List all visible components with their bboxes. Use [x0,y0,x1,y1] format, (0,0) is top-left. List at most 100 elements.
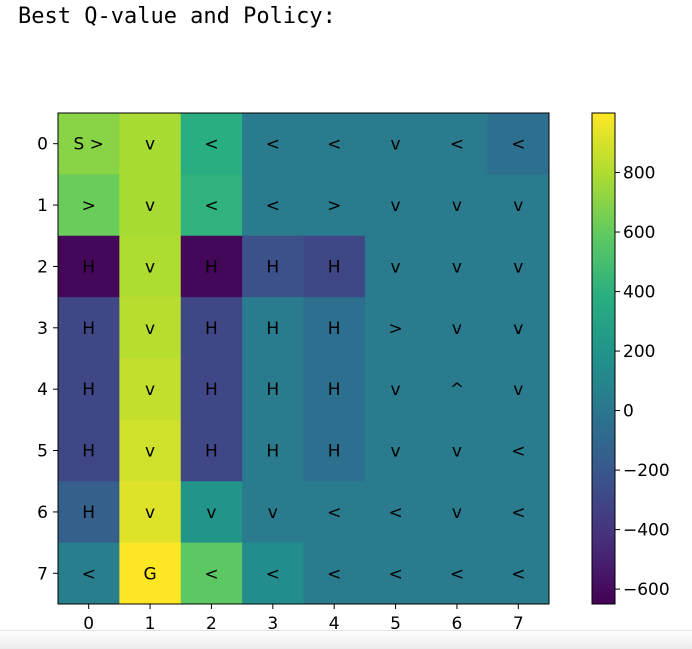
cell-annotation: H [82,503,95,523]
heatmap-cell [180,419,243,482]
colorbar-tick-label: −200 [623,461,670,481]
cell-annotation: < [511,564,525,584]
heatmap-cell [364,113,427,175]
cell-annotation: v [206,503,216,523]
cell-annotation: v [145,135,155,155]
heatmap-cell [242,113,304,175]
cell-annotation: H [82,442,95,462]
heatmap-cell [487,419,550,482]
heatmap-cell [58,419,120,482]
x-tick-label: 3 [267,614,278,634]
heatmap-cell [364,419,427,482]
cell-annotation: < [327,564,341,584]
y-tick-label: 3 [37,319,48,339]
cell-annotation: v [513,196,523,216]
cell-annotation: H [266,380,279,400]
heatmap-cell [58,358,120,421]
heatmap-cell [242,481,304,544]
cell-annotation: v [452,442,462,462]
heatmap-cell [58,174,120,237]
y-tick-label: 5 [37,442,48,462]
heatmap-cell [364,358,427,421]
cell-annotation: v [145,380,155,400]
window-bottom-edge [0,630,692,649]
colorbar-tick-label: −600 [623,580,670,600]
heatmap-cell [426,235,489,298]
heatmap-cell [58,297,120,359]
heatmap-cell [426,297,489,359]
heatmap-cell [364,481,427,544]
colorbar-tick-label: 400 [623,283,655,303]
heatmap-cell [487,297,550,359]
heatmap-cell [180,174,243,237]
cell-annotation: H [205,257,218,277]
heatmap-cell [303,481,366,544]
cell-annotation: v [145,319,155,339]
heatmap-cell [242,358,304,421]
heatmap-cell [426,542,489,605]
heatmap-cell [242,297,304,359]
cell-annotation: < [388,564,402,584]
cell-annotation: H [328,442,341,462]
cell-annotation: v [391,442,401,462]
cell-annotation: < [327,135,341,155]
heatmap-cell [180,297,243,359]
cell-annotation: < [511,442,525,462]
cell-annotation: < [266,196,280,216]
colorbar-tick-label: 200 [623,342,655,362]
cell-annotation: v [391,380,401,400]
colorbar-tick-label: 600 [623,223,655,243]
heatmap-cell [303,297,366,359]
plot-frame [57,112,550,605]
heatmap-cells [58,113,550,605]
y-tick-label: 2 [37,257,48,277]
heatmap-cell [180,358,243,421]
cell-annotation: < [266,564,280,584]
heatmap-cell [303,174,366,237]
cell-annotation: H [82,319,95,339]
x-tick-label: 2 [206,614,217,634]
cell-annotation: < [204,564,218,584]
colorbar [591,112,616,605]
y-tick-label: 7 [37,564,48,584]
heatmap-axes: 0 1 2 3 4 5 6 7 0 1 2 3 4 5 6 7 [37,135,524,634]
cell-annotation: v [452,196,462,216]
cell-annotation: v [452,503,462,523]
cell-annotation: H [205,442,218,462]
heatmap-cell [426,174,489,237]
heatmap-cell [364,235,427,298]
heatmap-cell [242,419,304,482]
cell-annotation: v [145,257,155,277]
cell-annotation: < [450,135,464,155]
heatmap-cell [58,113,120,175]
heatmap-cell [180,235,243,298]
cell-annotation: v [391,196,401,216]
cell-annotation: v [513,380,523,400]
colorbar-tick-label: 0 [623,402,634,422]
heatmap-cell [426,358,489,421]
heatmap-cell [58,542,120,605]
cell-annotation: S > [73,135,103,155]
cell-annotation: < [82,564,96,584]
x-tick-label: 5 [390,614,401,634]
heatmap-cell [303,542,366,605]
cell-annotation: v [391,135,401,155]
y-tick-label: 6 [37,503,48,523]
cell-annotation: v [452,257,462,277]
cell-annotation: H [266,319,279,339]
cell-annotation: H [328,257,341,277]
heatmap-cell [426,419,489,482]
cell-annotation: < [266,135,280,155]
x-tick-label: 1 [145,614,156,634]
heatmap-cell [303,235,366,298]
heatmap-cell [487,174,550,237]
heatmap-cell [426,113,489,175]
heatmap-cell [487,481,550,544]
x-tick-label: 6 [452,614,463,634]
heatmap-cell [487,542,550,605]
heatmap-cell [119,174,182,237]
cell-annotation: > [388,319,402,339]
cell-annotation: H [328,319,341,339]
cell-annotation: H [82,380,95,400]
